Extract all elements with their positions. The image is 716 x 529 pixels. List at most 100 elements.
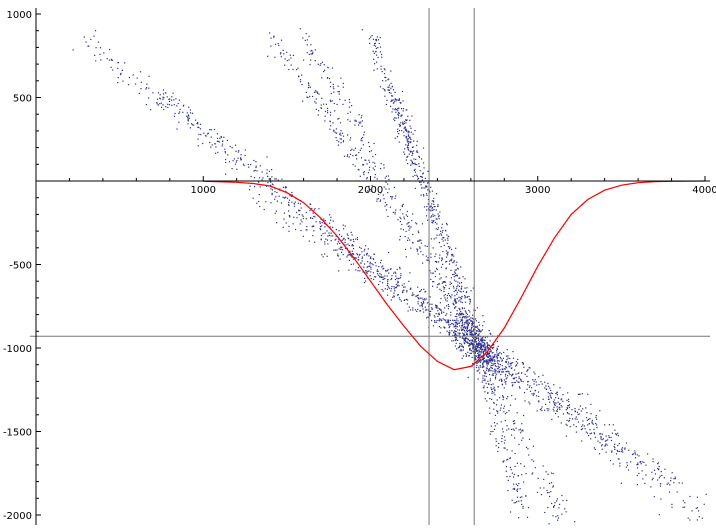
data-point: [502, 428, 504, 430]
data-point: [408, 280, 410, 282]
data-point: [385, 188, 387, 190]
data-point: [312, 217, 314, 219]
data-point: [556, 391, 558, 393]
data-point: [467, 316, 469, 318]
data-point: [468, 329, 470, 332]
data-point: [600, 436, 602, 438]
data-point: [422, 162, 425, 164]
data-point: [409, 227, 411, 229]
data-point: [288, 230, 290, 232]
data-point: [527, 380, 529, 383]
data-point: [606, 444, 608, 446]
data-point: [636, 454, 638, 456]
data-point: [465, 353, 467, 355]
data-point: [338, 93, 340, 95]
data-point: [157, 92, 160, 94]
data-point: [254, 186, 256, 188]
data-point: [555, 397, 557, 399]
data-point: [494, 361, 496, 363]
data-point: [552, 401, 554, 403]
data-point: [463, 340, 465, 342]
data-point: [493, 428, 496, 430]
data-point: [398, 99, 400, 101]
data-point: [645, 474, 647, 476]
data-point: [379, 86, 382, 88]
data-point: [110, 58, 113, 60]
data-point: [488, 361, 490, 363]
data-point: [420, 242, 422, 244]
data-point: [394, 287, 396, 289]
data-point: [385, 103, 387, 106]
data-point: [408, 131, 410, 133]
data-point: [456, 348, 458, 350]
data-point: [351, 148, 353, 150]
data-point: [409, 125, 411, 127]
data-point: [496, 340, 498, 343]
data-point: [470, 342, 472, 344]
data-point: [472, 321, 474, 323]
data-point: [458, 314, 460, 316]
data-point: [482, 365, 484, 367]
data-point: [349, 120, 351, 122]
data-point: [357, 256, 359, 258]
data-point: [575, 416, 577, 418]
data-point: [440, 277, 442, 279]
data-point: [348, 252, 350, 254]
data-point: [215, 152, 217, 154]
data-point: [434, 270, 436, 272]
data-point: [483, 385, 485, 387]
data-point: [476, 370, 478, 372]
data-point: [491, 352, 493, 354]
data-point: [339, 133, 341, 135]
data-point: [159, 97, 161, 99]
data-point: [367, 270, 369, 273]
data-point: [453, 319, 456, 321]
data-point: [556, 406, 558, 408]
data-point: [482, 363, 484, 365]
data-point: [524, 373, 526, 375]
data-point: [493, 356, 495, 358]
data-point: [435, 313, 437, 315]
data-point: [448, 287, 450, 290]
data-point: [568, 406, 570, 409]
data-point: [406, 140, 408, 142]
data-point: [667, 482, 669, 484]
data-point: [391, 196, 393, 198]
data-point: [504, 381, 506, 383]
data-point: [328, 234, 330, 236]
data-point: [347, 134, 349, 136]
data-point: [399, 239, 401, 241]
data-point: [524, 400, 526, 402]
data-point: [550, 482, 553, 484]
data-point: [529, 390, 532, 392]
data-point: [377, 47, 379, 49]
data-point: [604, 445, 606, 447]
data-point: [370, 266, 372, 268]
data-point: [302, 235, 304, 237]
data-point: [434, 255, 436, 258]
data-point: [512, 428, 514, 430]
data-point: [308, 86, 310, 88]
data-point: [320, 107, 322, 109]
data-point: [399, 216, 401, 218]
data-point: [438, 312, 440, 314]
data-point: [621, 448, 623, 450]
data-point: [407, 149, 410, 151]
data-point: [553, 384, 555, 386]
data-point: [464, 316, 466, 318]
data-point: [522, 429, 524, 431]
data-point: [483, 370, 485, 372]
data-point: [446, 260, 448, 263]
data-point: [552, 485, 554, 487]
data-point: [509, 511, 512, 513]
data-point: [169, 98, 171, 100]
data-point: [408, 229, 410, 231]
data-point: [441, 234, 443, 236]
data-point: [360, 157, 363, 159]
data-point: [404, 299, 406, 301]
data-point: [480, 344, 482, 346]
data-point: [384, 277, 386, 279]
data-point: [402, 108, 404, 110]
data-point: [339, 233, 341, 236]
data-point: [427, 170, 429, 172]
